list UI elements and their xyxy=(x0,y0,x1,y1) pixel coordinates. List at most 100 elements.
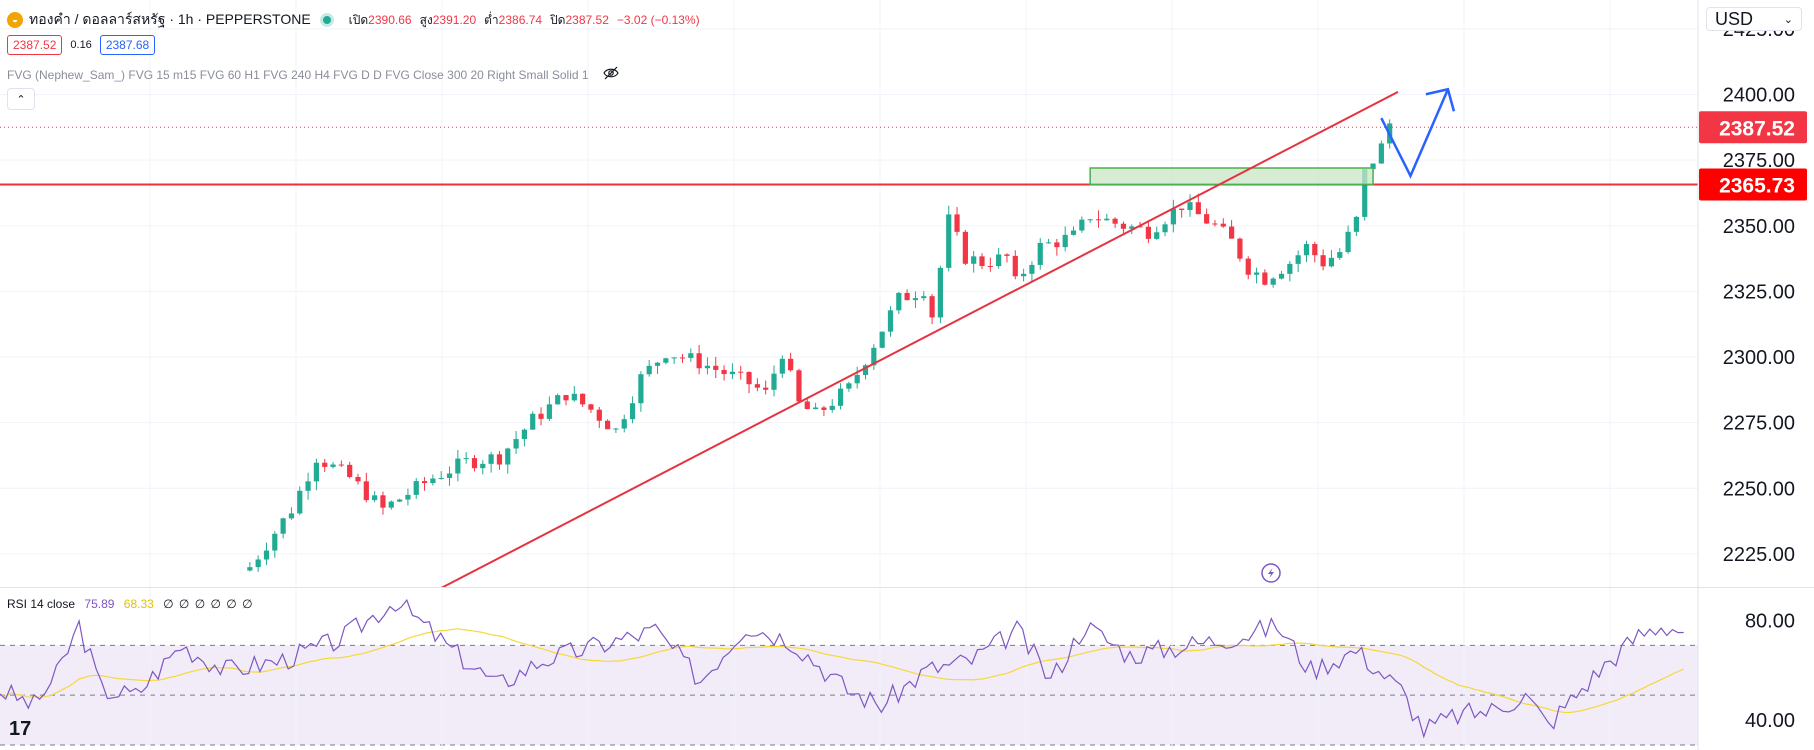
rsi-pane[interactable]: 80.00 40.00 xyxy=(0,588,1814,750)
candle-body xyxy=(663,358,669,363)
currency-select[interactable]: USD ⌄ xyxy=(1706,7,1802,31)
bid-ask-row: 2387.52 0.16 2387.68 xyxy=(7,35,156,55)
price-tags: 2387.52 2365.73 xyxy=(1699,111,1807,201)
ohlc-low: ต่ำ2386.74 xyxy=(484,12,543,27)
candle-body xyxy=(804,401,810,410)
candle-body xyxy=(538,413,544,419)
candle-body xyxy=(1137,226,1143,228)
gold-icon: ◒ xyxy=(7,12,23,28)
lightning-icon[interactable] xyxy=(1261,563,1281,583)
price-tick-label: 2300.00 xyxy=(1723,347,1795,369)
candle-body xyxy=(887,310,894,332)
candle-body xyxy=(1187,202,1193,210)
eye-hidden-icon[interactable] xyxy=(602,66,619,83)
candle-body xyxy=(1278,273,1285,279)
candle-body xyxy=(263,550,270,560)
candle-body xyxy=(613,428,619,430)
arrow-head xyxy=(1425,87,1456,112)
rsi-value: 75.89 xyxy=(84,597,115,611)
candle-body xyxy=(272,533,278,551)
symbol-title[interactable]: ทองคำ / ดอลลาร์สหรัฐ · 1h · PEPPERSTONE xyxy=(29,11,311,27)
sell-price-button[interactable]: 2387.52 xyxy=(7,35,63,55)
trendline xyxy=(440,90,1399,588)
candle-body xyxy=(1145,226,1151,239)
price-tick-label: 2350.00 xyxy=(1723,216,1795,238)
price-tick-label: 2375.00 xyxy=(1723,150,1795,172)
spread-value: 0.16 xyxy=(70,39,92,51)
candle-body xyxy=(746,372,752,385)
symbol-legend[interactable]: ◒ ทองคำ / ดอลลาร์สหรัฐ · 1h · PEPPERSTON… xyxy=(7,9,708,31)
candle-body xyxy=(879,331,885,348)
candle-body xyxy=(1195,202,1201,215)
candle-body xyxy=(1337,252,1343,258)
candle-body xyxy=(1095,219,1102,221)
candle-body xyxy=(496,454,503,465)
candle-body xyxy=(546,404,552,419)
candle-body xyxy=(463,458,469,460)
candle-body xyxy=(255,559,261,568)
candle-body xyxy=(1270,278,1276,285)
candle-body xyxy=(596,409,602,421)
candle-body xyxy=(1179,208,1185,210)
candle-body xyxy=(1162,224,1168,233)
price-gridlines xyxy=(0,0,1698,588)
chart-drawings[interactable] xyxy=(0,87,1698,588)
candle-body xyxy=(1087,219,1093,221)
candle-body xyxy=(1004,254,1010,256)
candle-body xyxy=(829,405,835,410)
chevron-up-icon: ⌃ xyxy=(16,93,26,106)
buy-price-button[interactable]: 2387.68 xyxy=(99,35,156,55)
candle-body xyxy=(288,513,295,519)
candle-body xyxy=(430,478,436,484)
projection-arrow xyxy=(1380,88,1450,179)
indicator-label[interactable]: FVG (Nephew_Sam_) FVG 15 m15 FVG 60 H1 F… xyxy=(7,67,589,82)
candle-body xyxy=(638,374,644,404)
candle-body xyxy=(1112,218,1118,224)
candle-body xyxy=(580,393,586,405)
candle-body xyxy=(605,420,611,430)
market-status-icon[interactable] xyxy=(322,16,331,24)
candle-body xyxy=(646,365,652,375)
last-price-tag: 2387.52 xyxy=(1719,117,1795,140)
candle-body xyxy=(771,373,777,390)
candle-body xyxy=(1237,238,1243,259)
candle-body xyxy=(397,499,403,502)
collapse-legend-button[interactable]: ⌃ xyxy=(7,88,35,110)
ohlc-high: สูง2391.20 xyxy=(419,12,477,27)
candle-body xyxy=(380,495,386,508)
candle-body xyxy=(896,292,902,311)
candle-body xyxy=(962,231,968,264)
candle-body xyxy=(1328,257,1335,267)
candle-body xyxy=(971,256,977,264)
candle-body xyxy=(530,413,536,430)
candle-body xyxy=(946,214,952,268)
candle-body xyxy=(788,358,794,371)
price-chart[interactable]: 2425.002400.002375.002350.002325.002300.… xyxy=(0,0,1814,588)
indicator-legend[interactable]: FVG (Nephew_Sam_) FVG 15 m15 FVG 60 H1 F… xyxy=(7,66,619,83)
candle-body xyxy=(871,347,877,366)
candle-body xyxy=(763,387,769,390)
candle-body xyxy=(987,266,993,268)
ohlc-close: ปิด2387.52 xyxy=(550,12,609,27)
candle-body xyxy=(338,464,344,466)
fvg-zone-rectangle xyxy=(1089,167,1374,186)
candle-body xyxy=(1345,231,1351,253)
candle-body xyxy=(1320,255,1326,267)
candle-body xyxy=(1054,242,1060,248)
rsi-axis[interactable]: 80.00 40.00 xyxy=(1745,610,1795,732)
price-axis[interactable]: 2425.002400.002375.002350.002325.002300.… xyxy=(1723,19,1795,566)
rsi-name[interactable]: RSI 14 close xyxy=(7,597,76,611)
candle-body xyxy=(330,464,336,467)
tradingview-logo-icon[interactable]: 17 xyxy=(9,718,32,740)
candle-body xyxy=(1021,273,1027,277)
candle-body xyxy=(1295,255,1301,264)
candle-body xyxy=(696,353,702,369)
candle-body xyxy=(1370,163,1376,170)
candle-body xyxy=(505,448,511,465)
price-tick-label: 2275.00 xyxy=(1723,413,1795,435)
candle-body xyxy=(1229,226,1235,239)
rsi-legend[interactable]: RSI 14 close 75.89 68.33 ∅ ∅ ∅ ∅ ∅ ∅ xyxy=(7,597,254,611)
level-price-tag-bg xyxy=(1699,168,1807,201)
price-tick-label: 2325.00 xyxy=(1723,281,1795,303)
candle-body xyxy=(937,267,943,318)
